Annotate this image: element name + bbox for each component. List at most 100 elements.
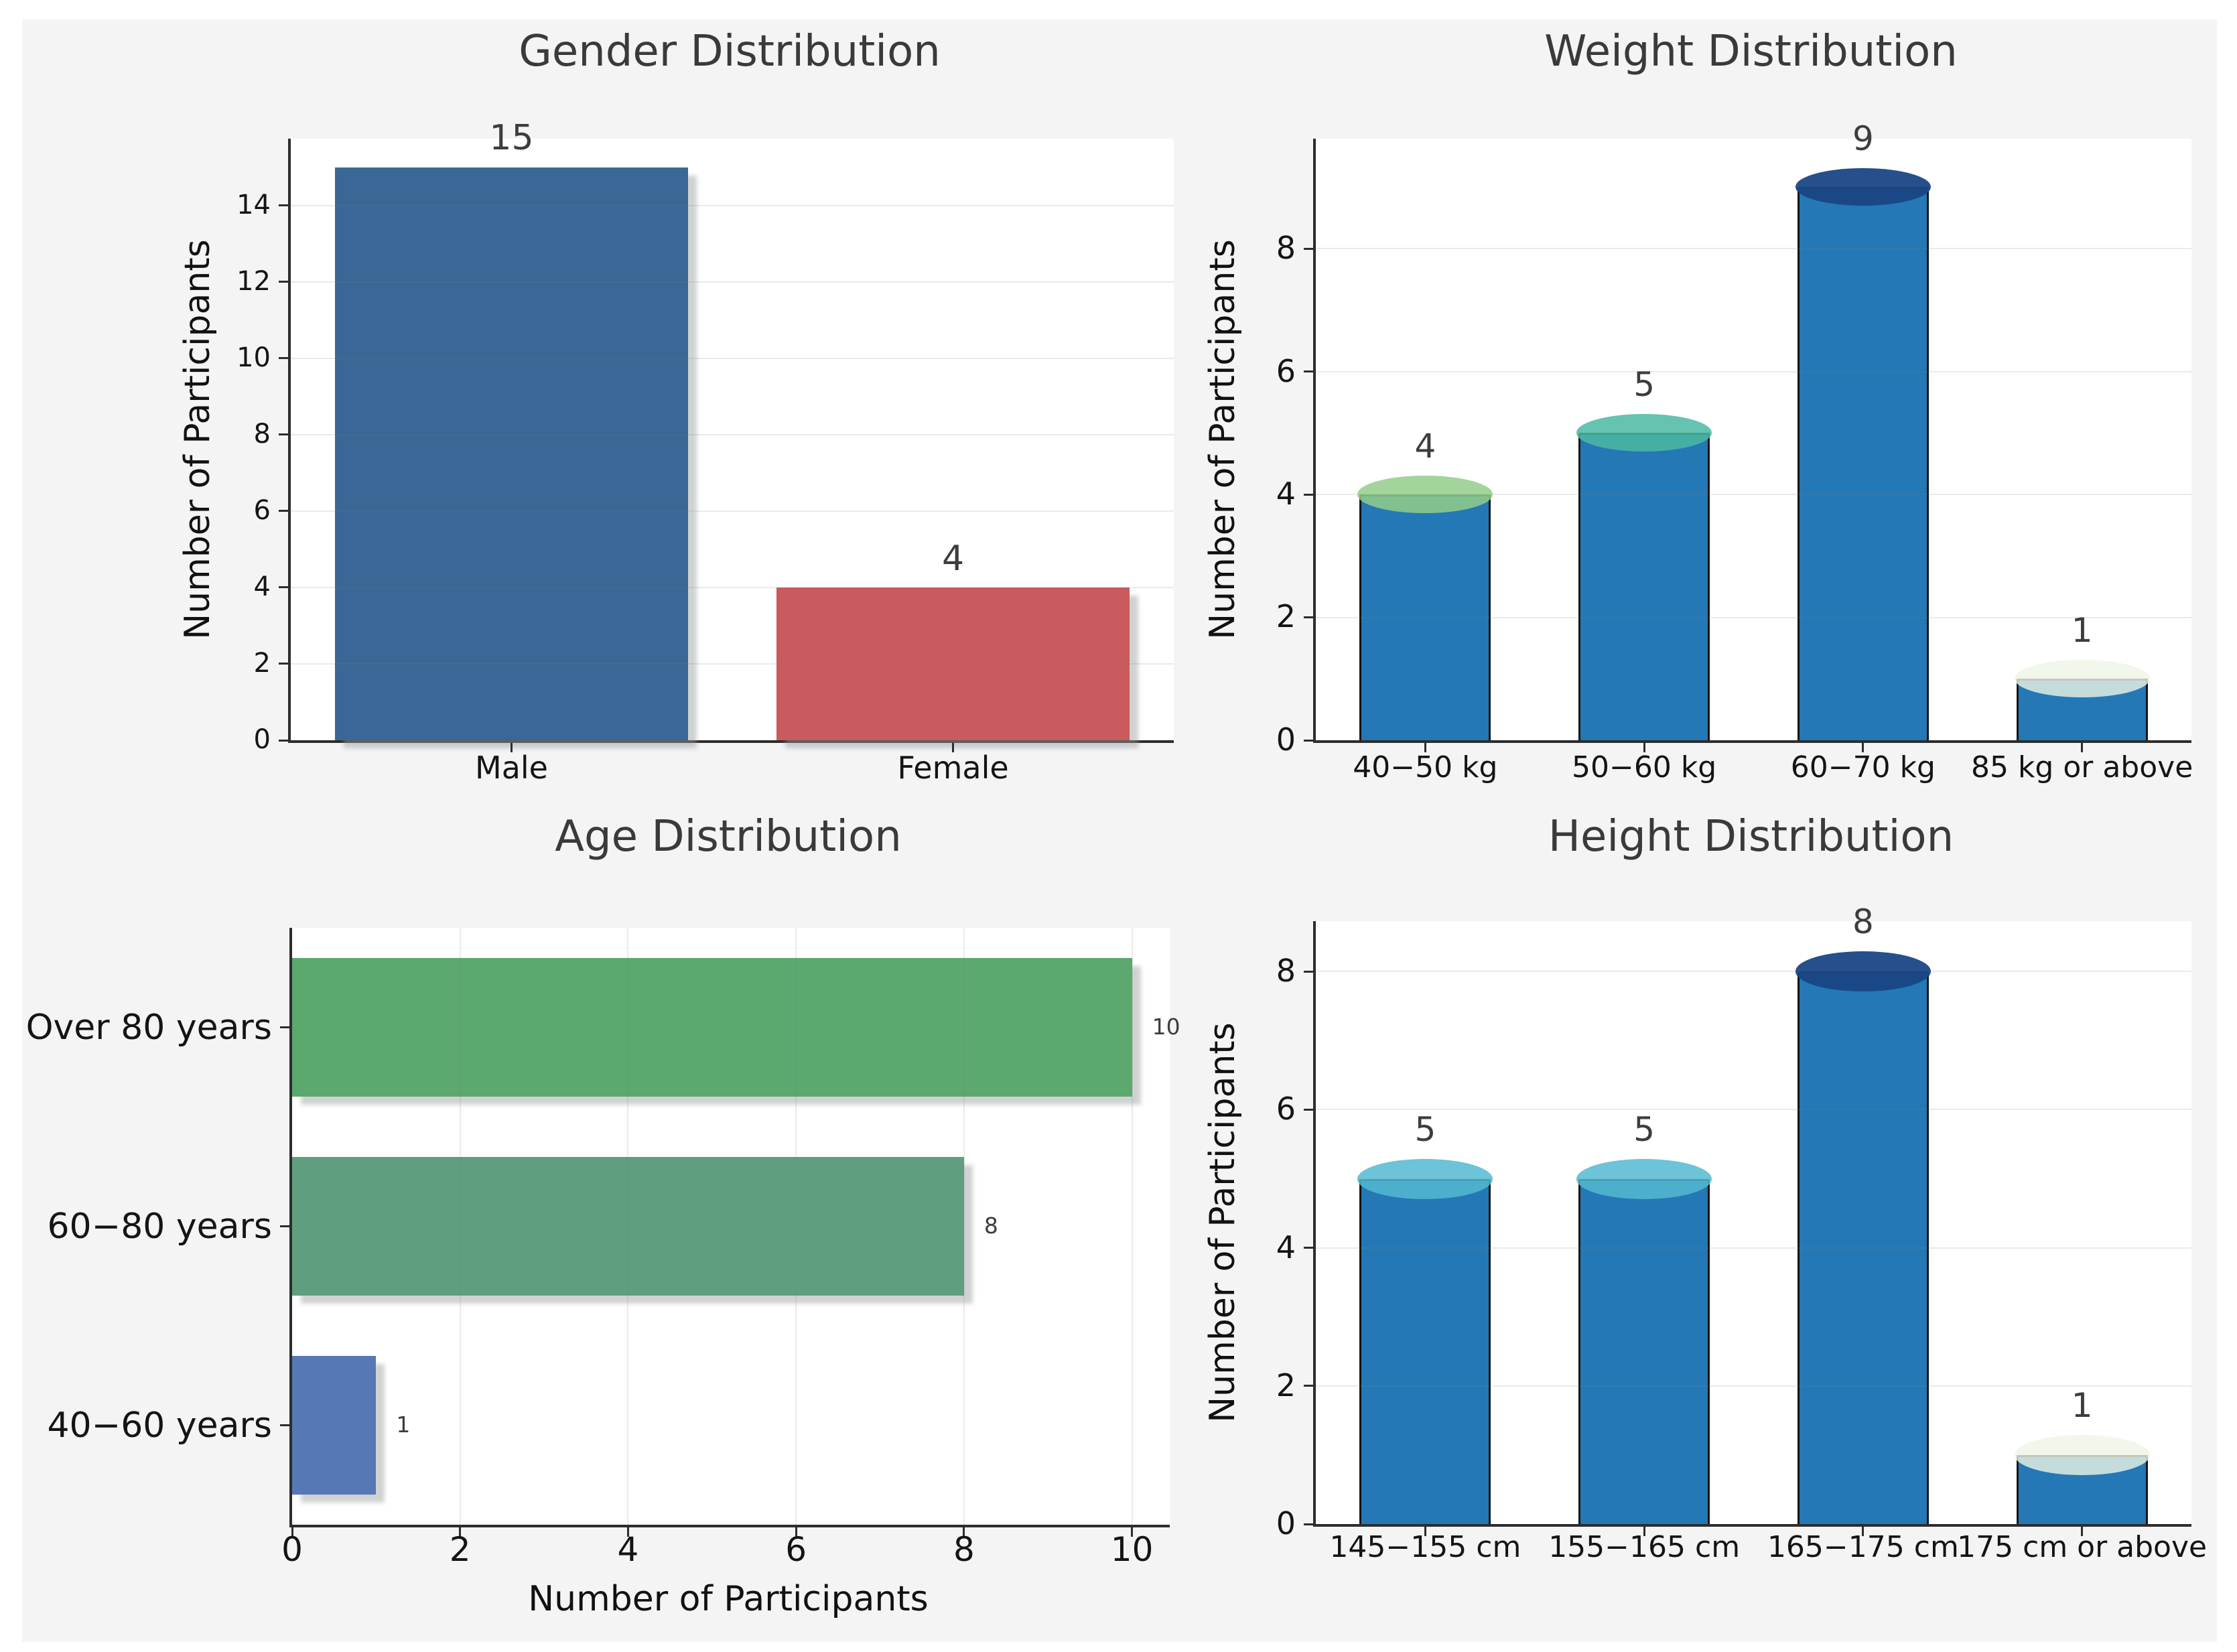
bar-Female	[776, 587, 1130, 740]
gridline	[795, 928, 797, 1525]
y-tick-label: 4	[253, 571, 271, 603]
x-tick-mark	[1424, 743, 1426, 752]
x-category-label: 85 kg or above	[1970, 750, 2193, 784]
tick-mark	[1304, 370, 1313, 373]
y-tick-label: 6	[1276, 1091, 1296, 1127]
cylinder-bar-85 kg or above	[2016, 679, 2148, 740]
x-category-label: Male	[475, 749, 548, 786]
bar-Male	[334, 167, 689, 740]
gridline	[627, 928, 629, 1525]
value-label: 8	[1852, 902, 1874, 942]
tick-mark	[1304, 1385, 1313, 1387]
y-tick-label: 2	[1276, 598, 1296, 635]
chart-weight-distribution: Weight Distribution 0 2 4 6 8 4 40−50 kg 5 50−60…	[22, 19, 2217, 1642]
cylinder-top-40−50 kg	[1357, 476, 1493, 514]
x-tick-label: 8	[953, 1530, 975, 1569]
x-tick-label: 0	[281, 1530, 303, 1569]
tick-mark	[1304, 1108, 1313, 1111]
x-tick-label: 2	[449, 1530, 471, 1569]
y-axis-label: Number of Participants	[178, 239, 218, 640]
y-tick-label: 12	[236, 266, 271, 297]
cylinder-bar-175 cm or above	[2016, 1454, 2148, 1524]
cylinder-top-155−165 cm	[1576, 1158, 1712, 1199]
y-tick-label: 0	[1276, 1505, 1296, 1541]
gridline	[1131, 928, 1133, 1525]
cylinder-bar-60−70 kg	[1797, 187, 1929, 740]
chart-height-distribution: Height Distribution 0 2 4 6 8 5 145−155 cm 5 155…	[22, 19, 2217, 1642]
cylinder-top-165−175 cm	[1795, 951, 1931, 992]
tick-mark	[1304, 970, 1313, 973]
tick-mark	[279, 663, 288, 665]
x-tick-mark	[2081, 743, 2084, 752]
x-tick-label: 10	[1110, 1530, 1154, 1569]
tick-mark	[795, 1527, 797, 1537]
gridline	[963, 928, 965, 1525]
y-axis-label: Number of Participants	[1203, 239, 1243, 640]
y-tick-mark	[280, 1424, 289, 1426]
value-label: 10	[1152, 1014, 1180, 1040]
tick-mark	[1304, 1523, 1313, 1525]
chart-age-distribution: Age Distribution 0 2 4 6 8 10 10 Over 80 years 8…	[22, 19, 2217, 1642]
x-tick-mark	[1424, 1527, 1426, 1536]
y-tick-mark	[280, 1026, 289, 1028]
x-category-label: 175 cm or above	[1957, 1530, 2208, 1564]
x-tick-label: 4	[617, 1530, 639, 1569]
y-category-label: 40−60 years	[47, 1405, 272, 1446]
height-chart-title: Height Distribution	[1548, 812, 1954, 862]
tick-mark	[459, 1527, 462, 1537]
bar-40−60 years	[292, 1355, 377, 1495]
y-tick-label: 2	[253, 648, 271, 679]
gridline	[1316, 248, 2191, 250]
tick-mark	[1304, 616, 1313, 619]
y-category-label: 60−80 years	[47, 1206, 272, 1247]
tick-mark	[279, 204, 288, 207]
gridline	[291, 204, 1174, 206]
value-label: 5	[1414, 1109, 1436, 1149]
tick-mark	[279, 357, 288, 360]
gridline	[291, 510, 1174, 512]
value-label: 9	[1852, 119, 1874, 159]
value-label: 8	[984, 1213, 998, 1239]
gridline	[291, 357, 1174, 359]
tick-mark	[626, 1527, 629, 1537]
cylinder-top-175 cm or above	[2014, 1434, 2150, 1475]
x-tick-label: 6	[785, 1530, 807, 1569]
x-tick-mark	[511, 743, 513, 752]
cylinder-top-145−155 cm	[1357, 1158, 1493, 1199]
y-tick-label: 6	[1276, 352, 1296, 389]
x-category-label: 165−175 cm	[1767, 1530, 1959, 1564]
age-chart-title: Age Distribution	[555, 812, 902, 862]
gridline	[459, 928, 461, 1525]
y-tick-mark	[280, 1225, 289, 1227]
x-tick-mark	[1862, 743, 1865, 752]
y-tick-label: 8	[253, 419, 271, 450]
y-tick-label: 6	[253, 495, 271, 527]
value-label: 1	[2071, 1385, 2093, 1425]
x-tick-mark	[1643, 1527, 1645, 1536]
gridline	[1316, 1109, 2191, 1111]
tick-mark	[279, 510, 288, 512]
y-tick-label: 8	[1276, 230, 1296, 267]
x-category-label: 40−50 kg	[1353, 750, 1498, 784]
x-category-label: 50−60 kg	[1572, 750, 1717, 784]
cylinder-top-85 kg or above	[2014, 660, 2150, 698]
x-tick-mark	[1862, 1527, 1865, 1536]
gridline	[1316, 494, 2191, 496]
y-tick-label: 10	[236, 342, 271, 374]
gridline	[291, 663, 1174, 665]
bar-60−80 years	[292, 1156, 964, 1296]
value-label: 5	[1633, 365, 1655, 405]
figure-canvas: Gender Distribution 0 2 4 6 8 10 12 14 15 Male 4 Fe…	[22, 19, 2217, 1642]
y-tick-label: 2	[1276, 1367, 1296, 1403]
gridline	[291, 433, 1174, 435]
gridline	[1316, 971, 2191, 973]
bar-Over 80 years	[292, 957, 1132, 1097]
cylinder-bar-145−155 cm	[1359, 1178, 1491, 1524]
y-category-label: Over 80 years	[25, 1007, 272, 1048]
y-tick-label: 0	[1276, 721, 1296, 758]
tick-mark	[291, 1527, 293, 1537]
gridline	[1316, 1385, 2191, 1387]
tick-mark	[963, 1527, 965, 1537]
x-axis-label: Number of Participants	[528, 1579, 929, 1619]
cylinder-top-50−60 kg	[1576, 414, 1712, 452]
